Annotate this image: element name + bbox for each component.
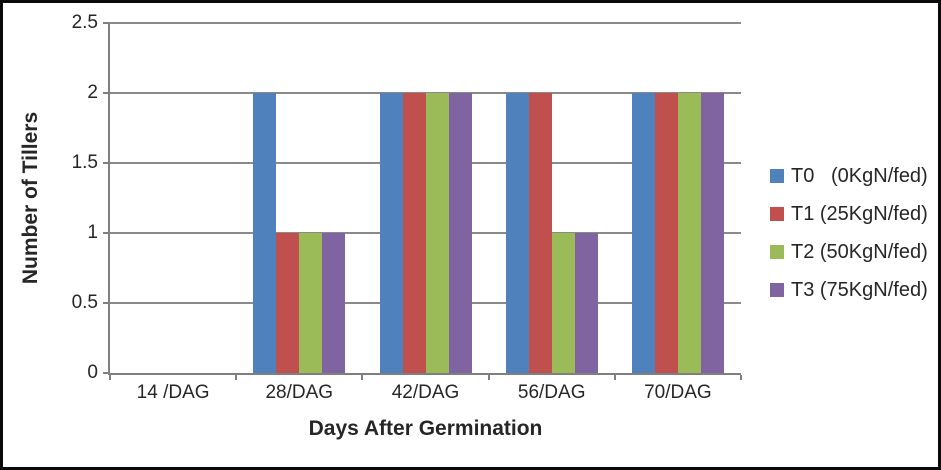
y-axis-tick (103, 232, 108, 234)
bar-t2-70DAG (677, 93, 701, 373)
y-axis-tick-label: 2.5 (71, 12, 98, 33)
legend-item: T2 (50KgN/fed) (770, 233, 928, 271)
legend-item: T3 (75KgN/fed) (770, 271, 928, 309)
gridline (110, 22, 741, 24)
y-axis-tick (103, 92, 108, 94)
legend: T0 (0KgN/fed) T1 (25KgN/fed) T2 (50KgN/fed… (770, 157, 928, 309)
x-axis-tick (487, 375, 490, 380)
bar-t1-70DAG (654, 93, 678, 373)
plot-area (103, 22, 742, 380)
y-axis-tick-label: 0 (87, 362, 98, 383)
legend-label: T1 (25KgN/fed) (791, 202, 928, 225)
bar-t3-70DAG (700, 93, 724, 373)
bar-t2-28DAG (299, 233, 323, 373)
y-axis-tick (103, 372, 108, 374)
x-axis-category-label: 28/DAG (265, 382, 334, 403)
y-axis-tick (103, 22, 108, 24)
y-axis-title: Number of Tillers (19, 111, 42, 285)
bar-t1-28DAG (276, 233, 300, 373)
legend-item: T1 (25KgN/fed) (770, 195, 928, 233)
y-axis-tick-label: 1.5 (71, 152, 98, 173)
bar-t3-56DAG (574, 233, 598, 373)
bar-t3-42DAG (448, 93, 472, 373)
bar-t0-42DAG (379, 93, 403, 373)
y-axis-line (108, 22, 110, 375)
y-axis-tick-label: 0.5 (71, 292, 98, 313)
legend-label: T2 (50KgN/fed) (791, 240, 928, 263)
x-axis-title: Days After Germination (308, 417, 543, 440)
legend-color-swatch (770, 245, 784, 259)
bar-t1-42DAG (402, 93, 426, 373)
bar-t0-56DAG (505, 93, 529, 373)
x-axis-tick (613, 375, 616, 380)
x-axis-tick (361, 375, 364, 380)
y-axis-tick (103, 302, 108, 304)
x-axis-category-label: 42/DAG (391, 382, 460, 403)
legend-color-swatch (770, 207, 784, 221)
legend-item: T0 (0KgN/fed) (770, 157, 928, 195)
x-axis-tick (235, 375, 238, 380)
x-axis-category-label: 56/DAG (517, 382, 586, 403)
legend-color-swatch (770, 283, 784, 297)
x-axis-category-label: 70/DAG (644, 382, 712, 403)
bar-t0-28DAG (253, 93, 277, 373)
bar-t3-28DAG (322, 233, 346, 373)
x-axis-tick (740, 375, 742, 380)
x-axis-line (108, 373, 741, 375)
bar-t1-56DAG (528, 93, 552, 373)
legend-label: T0 (0KgN/fed) (791, 164, 928, 187)
y-axis-tick (103, 162, 108, 164)
bar-t2-56DAG (551, 233, 575, 373)
x-axis-category-label: 14 /DAG (136, 382, 210, 403)
legend-label: T3 (75KgN/fed) (791, 278, 928, 301)
bar-t2-42DAG (425, 93, 449, 373)
bar-t0-70DAG (631, 93, 655, 373)
legend-color-swatch (770, 169, 784, 183)
x-axis-tick (109, 375, 111, 380)
y-axis-tick-label: 2 (87, 82, 98, 103)
y-axis-tick-label: 1 (87, 222, 98, 243)
